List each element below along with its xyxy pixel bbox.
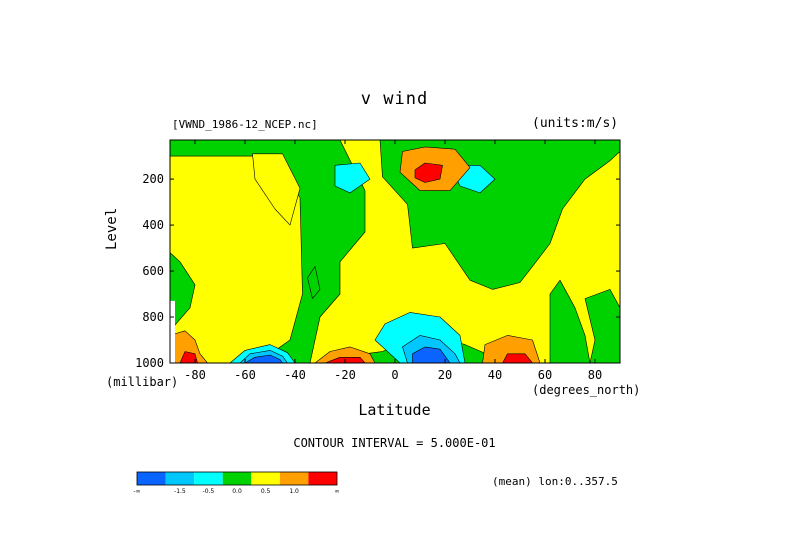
chart-title: v wind (360, 89, 429, 109)
contour-region-10 (412, 346, 451, 363)
x-tick-label: 40 (488, 368, 502, 382)
colorbar-label: 0.0 (232, 488, 242, 495)
mean-label: (mean) lon:0..357.5 (492, 475, 618, 488)
contour-region-13 (244, 354, 283, 363)
y-tick-label: 600 (142, 264, 164, 278)
x-axis-label: Latitude (358, 401, 431, 419)
colorbar-swatch (251, 472, 280, 485)
colorbar: -∞ -1.5 -0.5 0.0 0.5 1.0 ∞ (133, 471, 340, 495)
x-tick-label: -80 (184, 368, 206, 382)
file-label: [VWND_1986-12_NCEP.nc] (172, 118, 318, 131)
x-axis-unit-label: (degrees_north) (532, 383, 641, 397)
contour-region-1 (170, 155, 303, 363)
colorbar-swatch (165, 472, 195, 485)
y-axis-unit-label: (millibar) (106, 375, 179, 389)
colorbar-label: -1.5 (174, 488, 186, 495)
contour-region-6 (334, 162, 371, 194)
y-tick-label: 1000 (135, 356, 164, 370)
colorbar-swatch (222, 472, 252, 485)
colorbar-label: -∞ (133, 488, 140, 495)
colorbar-swatch (279, 472, 309, 485)
x-tick-label: -60 (234, 368, 256, 382)
x-tick-label: 0 (391, 368, 398, 382)
contour-region-2 (252, 153, 301, 226)
contour-region-21 (179, 351, 198, 363)
contour-fills (170, 140, 620, 363)
x-tick-label: 60 (538, 368, 552, 382)
contour-region-20 (170, 330, 208, 363)
colorbar-frame (136, 471, 338, 486)
x-tick-label: -20 (334, 368, 356, 382)
contour-interval-label: CONTOUR INTERVAL = 5.000E-01 (293, 436, 496, 450)
y-tick-label: 200 (142, 172, 164, 186)
colorbar-label: -0.5 (203, 488, 215, 495)
y-tick-label: 400 (142, 218, 164, 232)
contour-region-15 (414, 162, 443, 183)
x-tick-label: 20 (438, 368, 452, 382)
colorbar-swatch (308, 472, 337, 485)
colorbar-label: 0.5 (261, 488, 271, 495)
units-label: (units:m/s) (532, 116, 619, 131)
contour-region-4 (584, 289, 620, 363)
x-axis-ticks: -80 -60 -40 -20 0 20 40 60 80 (184, 140, 602, 382)
y-axis-ticks: 200 400 600 800 1000 (135, 172, 620, 370)
contour-region-22 (170, 300, 175, 363)
y-tick-label: 800 (142, 310, 164, 324)
x-tick-label: 80 (588, 368, 602, 382)
colorbar-swatch (137, 472, 166, 485)
colorbar-label: 1.0 (289, 488, 299, 495)
colorbar-label: ∞ (335, 488, 340, 495)
colorbar-swatch (194, 472, 223, 485)
x-tick-label: -40 (284, 368, 306, 382)
contour-region-5 (307, 266, 321, 299)
contour-region-19 (502, 353, 533, 363)
